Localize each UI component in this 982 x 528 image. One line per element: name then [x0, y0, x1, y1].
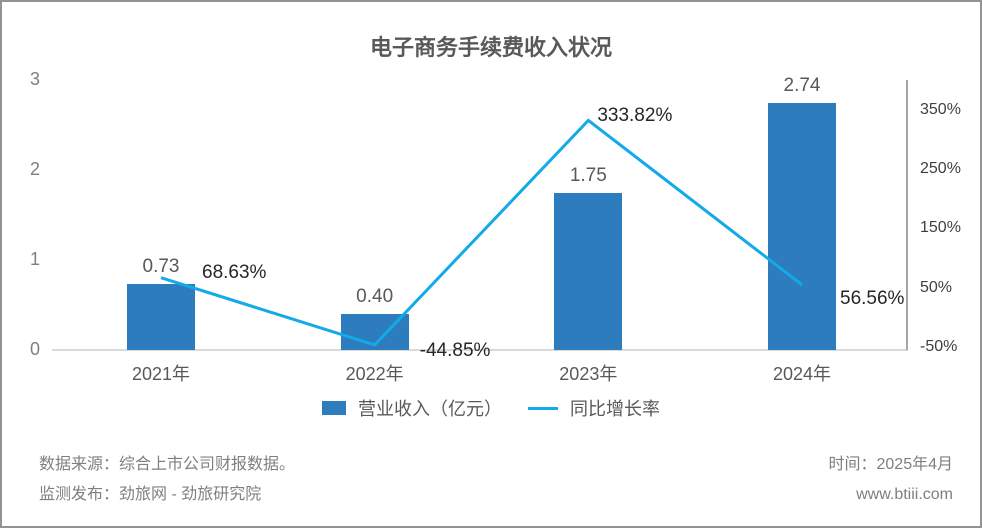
line-point-label: 333.82% — [597, 105, 673, 127]
left-axis-tick-label: 1 — [29, 249, 40, 269]
legend-bar-swatch-icon — [322, 401, 346, 415]
publisher-text: 监测发布：劲旅网 - 劲旅研究院 — [39, 486, 262, 503]
x-axis-category-label: 2023年 — [559, 364, 618, 384]
bar-2024年 — [768, 103, 836, 350]
bar-value-label: 2.74 — [783, 75, 821, 97]
legend-line-swatch-icon — [528, 406, 558, 410]
right-axis-tick-label: -50% — [920, 338, 958, 355]
line-point-label: 56.56% — [840, 287, 905, 309]
right-axis-tick-label: 250% — [920, 160, 961, 178]
legend-line-label: 同比增长率 — [570, 399, 660, 419]
x-axis-category-label: 2022年 — [345, 364, 404, 384]
line-point-label: 68.63% — [202, 261, 267, 283]
footer-left: 数据来源：综合上市公司财报数据。 监测发布：劲旅网 - 劲旅研究院 — [39, 450, 295, 510]
data-source-text: 数据来源：综合上市公司财报数据。 — [39, 456, 296, 473]
left-axis-tick-label: 3 — [29, 69, 40, 89]
right-y-axis-line — [906, 80, 908, 350]
legend: 营业收入（亿元） 同比增长率 — [2, 395, 980, 421]
bar-2021年 — [127, 284, 195, 350]
right-axis-tick-label: 350% — [920, 100, 961, 118]
x-axis-category-label: 2024年 — [772, 364, 832, 384]
bar-value-label: 0.73 — [142, 256, 180, 278]
legend-bar-label: 营业收入（亿元） — [358, 399, 502, 419]
time-text: 时间：2025年4月 — [828, 456, 954, 473]
website-text: www.btiii.com — [856, 486, 953, 503]
x-axis-baseline — [52, 349, 908, 351]
bar-2023年 — [554, 192, 623, 350]
right-axis-tick-label: 150% — [920, 219, 961, 237]
right-axis-tick-label: 50% — [920, 278, 953, 296]
left-axis-tick-label: 0 — [29, 339, 40, 359]
bar-value-label: 0.40 — [356, 286, 394, 307]
left-axis-tick-label: 2 — [29, 159, 40, 179]
bar-value-label: 1.75 — [569, 164, 607, 186]
growth-rate-polyline — [160, 118, 803, 347]
x-axis-category-label: 2021年 — [131, 364, 191, 384]
line-point-label: -44.85% — [419, 339, 491, 361]
footer-right: 时间：2025年4月 www.btiii.com — [829, 450, 954, 510]
chart-title: 电子商务手续费收入状况 — [369, 35, 612, 60]
